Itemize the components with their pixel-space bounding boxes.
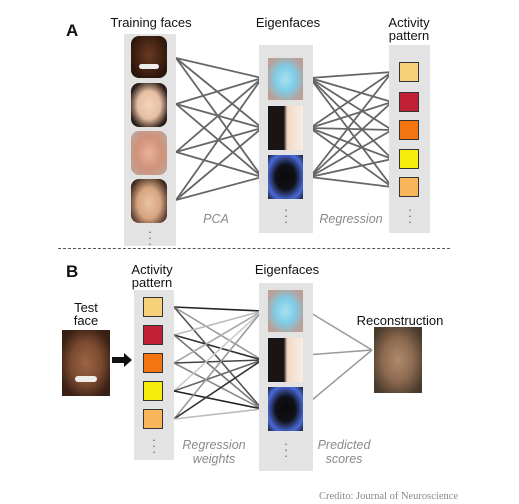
connection-line <box>309 77 393 131</box>
connection-line <box>175 176 263 201</box>
activity-square-a <box>399 92 419 112</box>
regression-label: Regression <box>319 212 383 226</box>
connection-line <box>309 77 393 103</box>
eigenface-a-1 <box>268 58 303 100</box>
connection-line <box>309 127 393 131</box>
panel-a-label: A <box>66 21 79 40</box>
score-line <box>305 349 373 406</box>
training-faces-title: Training faces <box>110 15 192 30</box>
connection-line <box>173 310 263 364</box>
connection-line <box>173 310 263 392</box>
activity-square-a <box>399 62 419 82</box>
connection-line <box>173 390 263 410</box>
regression-weights-line1: Regression <box>182 438 246 452</box>
eigenface-a-2 <box>268 106 303 150</box>
connection-line <box>309 77 393 160</box>
more-eigenfaces-b: ... <box>284 433 288 460</box>
connection-line <box>173 359 263 392</box>
connection-line <box>309 101 393 178</box>
activity-title-a-line1: Activity <box>388 15 430 30</box>
eigenface-b-2 <box>268 338 303 382</box>
training-face-3 <box>131 131 167 175</box>
more-activity-a: ... <box>408 199 412 226</box>
connection-line <box>309 129 393 178</box>
score-line <box>305 309 373 351</box>
regression-weights-line2: weights <box>192 452 236 466</box>
training-face-2 <box>131 83 167 127</box>
connection-line <box>173 306 263 312</box>
connection-line <box>309 71 393 129</box>
activity-column-b <box>134 290 174 460</box>
eigenfaces-title-a: Eigenfaces <box>255 15 321 30</box>
connection-line <box>173 362 263 410</box>
activity-square-b <box>143 353 163 373</box>
credit-text: Credito: Journal of Neuroscience <box>319 491 459 502</box>
connection-line <box>173 359 263 420</box>
training-face-1 <box>131 36 167 78</box>
connection-line <box>173 334 263 361</box>
test-face-image <box>62 330 110 396</box>
training-face-4 <box>131 179 167 223</box>
more-eigenfaces-a: ... <box>284 199 288 226</box>
more-training-faces: ... <box>148 221 152 248</box>
connection-line <box>175 57 263 178</box>
activity-square-a <box>399 120 419 140</box>
connection-line <box>173 306 263 361</box>
predicted-scores-line1: Predicted <box>317 438 371 452</box>
eigenface-b-3 <box>268 387 303 431</box>
connection-line <box>175 77 263 201</box>
connection-line <box>309 71 393 79</box>
panel-b-label: B <box>66 262 79 281</box>
activity-title-b-line1: Activity <box>131 262 173 277</box>
test-face-title-line1: Test <box>74 300 98 315</box>
eigenfaces-title-b: Eigenfaces <box>254 262 320 277</box>
more-activity-b: ... <box>152 429 156 456</box>
connection-line <box>175 77 263 105</box>
predicted-scores-line2: scores <box>325 452 363 466</box>
connection-line <box>173 306 263 410</box>
pca-label: PCA <box>203 212 229 226</box>
connection-line <box>309 158 393 178</box>
connection-line <box>175 77 263 153</box>
connection-line <box>175 127 263 201</box>
connection-line <box>175 57 263 129</box>
score-line <box>305 349 373 356</box>
eigenface-a-3 <box>268 155 303 199</box>
test-face-title-line2: face <box>73 313 99 328</box>
activity-square-b <box>143 381 163 401</box>
arrow-icon <box>112 353 132 367</box>
connection-line <box>173 334 263 410</box>
activity-title-b-line2: pattern <box>131 275 173 290</box>
activity-title-a-line2: pattern <box>388 28 430 43</box>
panel-divider <box>58 248 450 249</box>
connection-line <box>309 127 393 188</box>
connection-line <box>175 57 263 79</box>
connection-line <box>173 310 263 420</box>
connection-line <box>173 408 263 420</box>
activity-square-a <box>399 177 419 197</box>
reconstruction-face-image <box>374 327 422 393</box>
connection-line <box>309 101 393 129</box>
connection-line <box>309 77 393 188</box>
activity-square-b <box>143 297 163 317</box>
eigenface-b-1 <box>268 290 303 332</box>
activity-square-b <box>143 325 163 345</box>
activity-square-a <box>399 149 419 169</box>
connection-line <box>309 176 393 188</box>
connection-line <box>173 359 263 364</box>
connection-line <box>173 310 263 336</box>
connection-line <box>309 71 393 178</box>
connection-line <box>309 127 393 160</box>
reconstruction-title: Reconstruction <box>356 313 444 328</box>
activity-square-b <box>143 409 163 429</box>
